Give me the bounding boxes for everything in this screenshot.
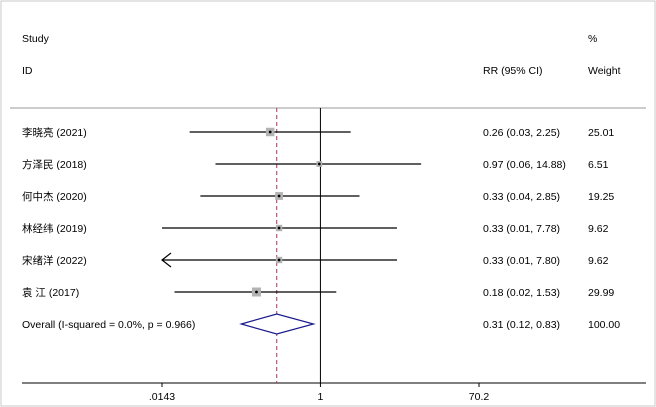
study-row: 李晓亮 (2021) 0.26 (0.03, 2.25) 25.01 [22, 126, 614, 139]
study-row: 方泽民 (2018) 0.97 (0.06, 14.88) 6.51 [22, 158, 609, 171]
reference-lines [276, 108, 321, 383]
study-ci-text: 0.33 (0.01, 7.78) [483, 223, 560, 235]
overall-row: Overall (I-squared = 0.0%, p = 0.966) 0.3… [22, 313, 620, 335]
header-percent: % [588, 33, 597, 45]
study-row: 林经纬 (2019) 0.33 (0.01, 7.78) 9.62 [22, 222, 609, 235]
study-label: 袁 江 (2017) [22, 287, 79, 299]
header-weight: Weight [588, 65, 621, 77]
study-label: 方泽民 (2018) [22, 158, 87, 171]
point-estimate [277, 194, 281, 198]
study-weight: 19.25 [588, 191, 614, 203]
point-estimate [317, 162, 321, 166]
overall-weight: 100.00 [588, 319, 620, 331]
header-study: Study [22, 33, 50, 45]
study-ci-text: 0.18 (0.02, 1.53) [483, 287, 560, 299]
study-row: 宋绪洋 (2022) 0.33 (0.01, 7.80) 9.62 [22, 252, 609, 268]
overall-ci-text: 0.31 (0.12, 0.83) [483, 319, 560, 331]
x-axis-ticks: .0143 1 70.2 [149, 383, 490, 403]
study-rows: 李晓亮 (2021) 0.26 (0.03, 2.25) 25.01 方泽民 (201… [22, 126, 614, 299]
study-ci-text: 0.97 (0.06, 14.88) [483, 159, 566, 171]
header-effect: RR (95% CI) [483, 65, 543, 77]
point-estimate [268, 130, 272, 134]
ci-arrow-left [161, 252, 172, 268]
point-estimate [255, 290, 258, 294]
study-weight: 9.62 [588, 255, 609, 267]
study-label: 宋绪洋 (2022) [22, 254, 87, 267]
x-tick-label: 70.2 [469, 391, 490, 403]
study-weight: 29.99 [588, 287, 614, 299]
x-tick-label: 1 [318, 391, 324, 403]
overall-label: Overall (I-squared = 0.0%, p = 0.966) [22, 319, 195, 331]
x-tick-label: .0143 [149, 391, 175, 403]
study-ci-text: 0.33 (0.01, 7.80) [483, 255, 560, 267]
study-label: 林经纬 (2019) [22, 222, 87, 235]
study-weight: 25.01 [588, 127, 614, 139]
study-label: 何中杰 (2020) [22, 190, 87, 203]
point-estimate [277, 258, 281, 262]
study-weight: 6.51 [588, 159, 609, 171]
study-label: 李晓亮 (2021) [22, 126, 87, 139]
study-row: 袁 江 (2017) 0.18 (0.02, 1.53) 29.99 [22, 287, 614, 299]
header-id: ID [22, 65, 33, 77]
study-ci-text: 0.33 (0.04, 2.85) [483, 191, 560, 203]
overall-diamond [239, 313, 316, 335]
study-row: 何中杰 (2020) 0.33 (0.04, 2.85) 19.25 [22, 190, 614, 203]
point-estimate [277, 226, 281, 230]
study-ci-text: 0.26 (0.03, 2.25) [483, 127, 560, 139]
study-weight: 9.62 [588, 223, 609, 235]
